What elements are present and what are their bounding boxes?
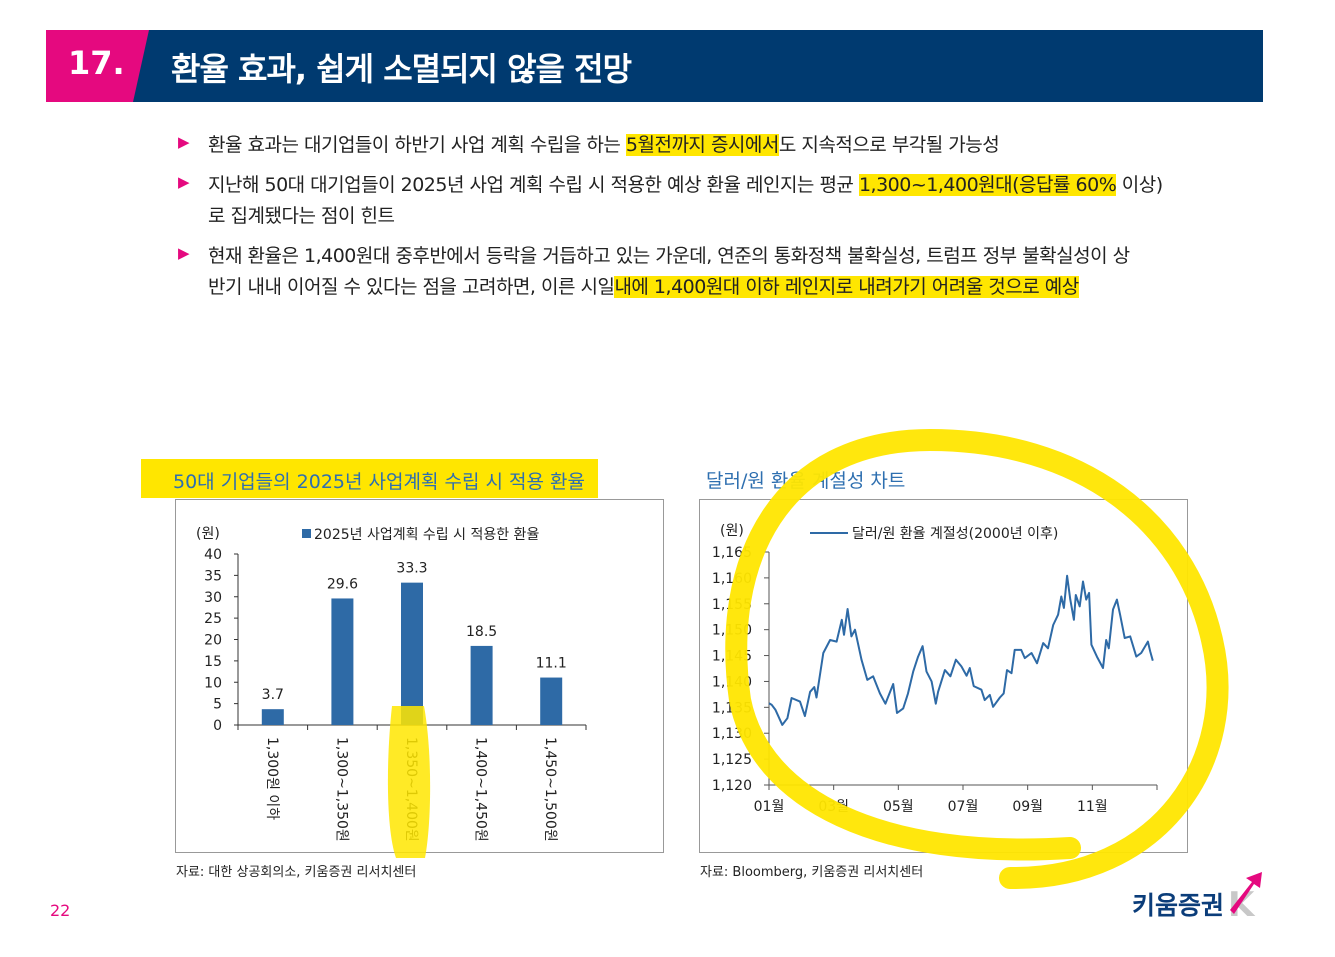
y-tick-label: 1,125	[712, 752, 752, 768]
logo-graphic: K 키움증권	[1132, 872, 1262, 925]
line-chart: (원) 달러/원 환율 계절성(2000년 이후) 1,120 1,125 1,130 1…	[712, 523, 1158, 815]
bar-chart-frame: (원) 2025년 사업계획 수립 시 적용한 환율 0 5 10 15 20 25 30 35 4…	[175, 499, 664, 853]
highlighted-text: 5월전까지 증시에서	[625, 134, 779, 156]
highlighted-text: 1,300~1,400원대(응답률 60%	[858, 174, 1117, 196]
x-tick-label: 1,450~1,500원	[542, 737, 558, 842]
bullet-text: 이상)	[1116, 174, 1163, 196]
y-tick-label: 20	[204, 633, 222, 649]
y-tick-label: 1,135	[712, 700, 752, 716]
legend-label: 2025년 사업계획 수립 시 적용한 환율	[314, 527, 539, 543]
bullet-line: 환율 효과는 대기업들이 하반기 사업 계획 수립을 하는 5월전까지 증시에서…	[208, 130, 1163, 161]
section-number-badge: 17.	[46, 30, 156, 102]
y-tick-label: 1,150	[712, 623, 752, 639]
logo-arrow-icon	[1230, 872, 1262, 914]
y-tick-label: 5	[213, 697, 222, 713]
x-tick-label: 11월	[1077, 799, 1108, 815]
y-tick-label: 25	[204, 611, 222, 627]
page-number: 22	[50, 901, 71, 920]
y-tick-label: 1,145	[712, 649, 752, 665]
bar	[331, 598, 354, 725]
bullet-text: 도 지속적으로 부각될 가능성	[778, 134, 1000, 156]
y-tick-label: 1,130	[712, 726, 752, 742]
left-chart-title-highlight: 50대 기업들의 2025년 사업계획 수립 시 적용 환율	[141, 459, 598, 498]
highlighted-text: 내에 1,400원대 이하 레인지로 내려가기 어려울 것으로 예상	[614, 276, 1079, 298]
data-label: 29.6	[327, 576, 358, 592]
y-tick-label: 1,120	[712, 778, 752, 794]
left-chart-title: 50대 기업들의 2025년 사업계획 수립 시 적용 환율	[173, 471, 585, 493]
bar	[540, 677, 563, 725]
data-label: 18.5	[466, 624, 497, 640]
bar-chart: (원) 2025년 사업계획 수립 시 적용한 환율 0 5 10 15 20 25 30 35 4…	[196, 526, 587, 842]
x-tick-label: 1,350~1,400원	[403, 737, 419, 842]
bullet-line: 반기 내내 이어질 수 있다는 점을 고려하면, 이른 시일내에 1,400원대…	[208, 272, 1163, 303]
bullet-line: 로 집계됐다는 점이 힌트	[208, 201, 1163, 232]
bullet-item: ▶ 현재 환율은 1,400원대 중후반에서 등락을 거듭하고 있는 가운데, 연…	[178, 241, 1163, 303]
right-source: 자료: Bloomberg, 키움증권 리서치센터	[700, 865, 924, 880]
bar	[261, 709, 284, 725]
bullet-item: ▶ 환율 효과는 대기업들이 하반기 사업 계획 수립을 하는 5월전까지 증시에…	[178, 130, 1163, 161]
legend-swatch	[302, 529, 311, 538]
series-line	[768, 574, 1154, 726]
y-tick-label: 0	[213, 718, 222, 734]
data-label: 3.7	[262, 687, 284, 703]
bar	[470, 645, 493, 725]
bullet-line: 지난해 50대 대기업들이 2025년 사업 계획 수립 시 적용한 예상 환율…	[208, 170, 1163, 201]
y-tick-label: 30	[204, 590, 222, 606]
bullet-text: 현재 환율은 1,400원대 중후반에서 등락을 거듭하고 있는 가운데, 연준…	[208, 245, 1130, 267]
x-tick-label: 1,300~1,350원	[333, 737, 349, 842]
bar	[401, 582, 423, 725]
page-title: 환율 효과, 쉽게 소멸되지 않을 전망	[171, 50, 632, 88]
header-bar: 환율 효과, 쉽게 소멸되지 않을 전망	[133, 30, 1263, 102]
bullet-arrow-icon: ▶	[178, 244, 190, 262]
logo-k-mark: K	[1228, 885, 1256, 925]
legend-label: 달러/원 환율 계절성(2000년 이후)	[852, 526, 1058, 542]
bullet-arrow-icon: ▶	[178, 133, 190, 151]
y-tick-label: 1,155	[712, 597, 752, 613]
x-tick-label: 07월	[948, 799, 979, 815]
right-chart-title: 달러/원 환율 계절성 차트	[706, 470, 906, 492]
bullet-text: 지난해 50대 대기업들이 2025년 사업 계획 수립 시 적용한 예상 환율…	[208, 174, 859, 196]
bullet-list: ▶ 환율 효과는 대기업들이 하반기 사업 계획 수립을 하는 5월전까지 증시에…	[178, 130, 1163, 312]
left-source: 자료: 대한 상공회의소, 키움증권 리서치센터	[176, 865, 417, 880]
x-tick-label: 01월	[754, 799, 785, 815]
x-tick-label: 1,300원 이하	[264, 737, 280, 820]
x-tick-label: 03월	[818, 799, 849, 815]
y-tick-label: 15	[204, 654, 222, 670]
y-tick-label: 1,140	[712, 674, 752, 690]
logo-text: 키움증권	[1132, 891, 1224, 920]
x-tick-label: 05월	[883, 799, 914, 815]
line-chart-frame: (원) 달러/원 환율 계절성(2000년 이후) 1,120 1,125 1,130 1…	[699, 499, 1188, 853]
bullet-text: 환율 효과는 대기업들이 하반기 사업 계획 수립을 하는	[208, 134, 626, 156]
x-tick-label: 1,400~1,450원	[473, 737, 489, 842]
data-label: 33.3	[396, 561, 427, 577]
bullet-item: ▶ 지난해 50대 대기업들이 2025년 사업 계획 수립 시 적용한 예상 환…	[178, 170, 1163, 232]
y-axis-unit: (원)	[196, 526, 220, 542]
y-tick-label: 1,165	[712, 545, 752, 561]
x-tick-label: 09월	[1012, 799, 1043, 815]
y-axis-unit: (원)	[720, 523, 744, 539]
section-number: 17.	[68, 44, 125, 82]
kiwoom-logo: K 키움증권	[1130, 870, 1265, 925]
y-tick-label: 10	[204, 675, 222, 691]
y-tick-label: 1,160	[712, 571, 752, 587]
bullet-line: 현재 환율은 1,400원대 중후반에서 등락을 거듭하고 있는 가운데, 연준…	[208, 241, 1163, 272]
y-tick-label: 35	[204, 568, 222, 584]
y-tick-label: 40	[204, 547, 222, 563]
bullet-text: 반기 내내 이어질 수 있다는 점을 고려하면, 이른 시일	[208, 276, 615, 298]
bullet-arrow-icon: ▶	[178, 173, 190, 191]
data-label: 11.1	[536, 656, 567, 672]
bullet-text: 로 집계됐다는 점이 힌트	[208, 205, 395, 227]
